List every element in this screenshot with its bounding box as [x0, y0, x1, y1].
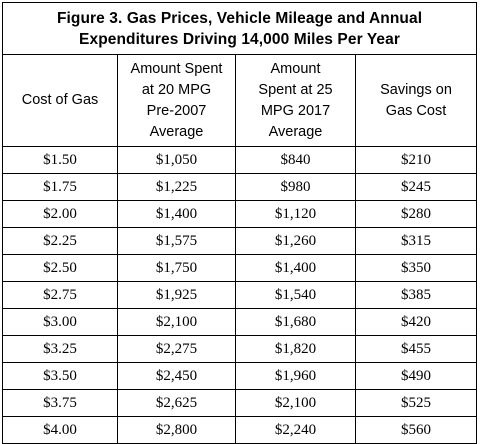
table-title: Figure 3. Gas Prices, Vehicle Mileage an… — [1, 2, 478, 55]
table-title-line-1: Figure 3. Gas Prices, Vehicle Mileage an… — [56, 9, 423, 27]
amount-20-mpg-cell: $2,100 — [117, 308, 236, 336]
table-row: $3.25 $2,275 $1,820 $455 — [2, 335, 478, 363]
amount-25-mpg-cell: $840 — [235, 146, 356, 174]
header-pre2007-line-3: Pre-2007 — [146, 102, 207, 119]
amount-20-mpg-cell: $1,225 — [117, 173, 236, 201]
header-savings: Savings on Gas Cost — [354, 54, 478, 147]
savings-cell: $350 — [354, 254, 478, 282]
table-row: $2.75 $1,925 $1,540 $385 — [2, 281, 478, 309]
header-2017-line-4: Average — [268, 123, 323, 140]
table-row: $3.75 $2,625 $2,100 $525 — [2, 389, 478, 417]
header-savings-line-1: Savings on — [380, 81, 452, 98]
savings-cell: $525 — [354, 389, 478, 417]
table-row: $1.50 $1,050 $840 $210 — [2, 146, 478, 174]
amount-25-mpg-cell: $1,120 — [235, 200, 356, 228]
cost-of-gas-cell: $2.00 — [2, 200, 118, 228]
amount-25-mpg-cell: $1,540 — [235, 281, 356, 309]
header-2017-line-2: Spent at 25 — [258, 81, 333, 98]
cost-of-gas-cell: $3.00 — [2, 308, 118, 336]
cost-of-gas-cell: $1.50 — [2, 146, 118, 174]
cost-of-gas-cell: $2.25 — [2, 227, 118, 255]
header-cost-line-1: Cost of Gas — [21, 92, 99, 108]
amount-25-mpg-cell: $1,820 — [235, 335, 356, 363]
amount-20-mpg-cell: $2,275 — [117, 335, 236, 363]
table-row: $3.50 $2,450 $1,960 $490 — [2, 362, 478, 390]
cost-of-gas-cell: $3.50 — [2, 362, 118, 390]
amount-25-mpg-cell: $1,960 — [235, 362, 356, 390]
header-amount-25-mpg: Amount Spent at 25 MPG 2017 Average — [235, 54, 356, 147]
cost-of-gas-cell: $2.50 — [2, 254, 118, 282]
cost-of-gas-cell: $2.75 — [2, 281, 118, 309]
cost-of-gas-cell: $4.00 — [2, 416, 118, 444]
amount-20-mpg-cell: $1,400 — [117, 200, 236, 228]
amount-25-mpg-cell: $980 — [235, 173, 356, 201]
header-2017-line-1: Amount — [270, 60, 321, 77]
amount-20-mpg-cell: $1,750 — [117, 254, 236, 282]
table-row: $1.75 $1,225 $980 $245 — [2, 173, 478, 201]
cost-of-gas-cell: $3.25 — [2, 335, 118, 363]
header-pre2007-line-4: Average — [149, 123, 204, 140]
amount-20-mpg-cell: $1,925 — [117, 281, 236, 309]
amount-20-mpg-cell: $2,625 — [117, 389, 236, 417]
amount-20-mpg-cell: $2,800 — [117, 416, 236, 444]
savings-cell: $245 — [354, 173, 478, 201]
savings-cell: $210 — [354, 146, 478, 174]
cost-of-gas-cell: $1.75 — [2, 173, 118, 201]
header-pre2007-line-1: Amount Spent — [130, 60, 223, 77]
table-row: $2.25 $1,575 $1,260 $315 — [2, 227, 478, 255]
header-row: Cost of Gas Amount Spent at 20 MPG Pre-2… — [2, 54, 478, 147]
savings-cell: $490 — [354, 362, 478, 390]
cost-of-gas-cell: $3.75 — [2, 389, 118, 417]
amount-20-mpg-cell: $1,050 — [117, 146, 236, 174]
amount-25-mpg-cell: $1,400 — [235, 254, 356, 282]
amount-25-mpg-cell: $1,680 — [235, 308, 356, 336]
header-amount-20-mpg: Amount Spent at 20 MPG Pre-2007 Average — [117, 54, 236, 147]
table-row: $4.00 $2,800 $2,240 $560 — [2, 416, 478, 444]
header-2017-line-3: MPG 2017 — [260, 102, 331, 119]
header-pre2007-line-2: at 20 MPG — [141, 81, 212, 98]
amount-25-mpg-cell: $2,240 — [235, 416, 356, 444]
savings-cell: $420 — [354, 308, 478, 336]
savings-cell: $385 — [354, 281, 478, 309]
amount-25-mpg-cell: $1,260 — [235, 227, 356, 255]
savings-cell: $560 — [354, 416, 478, 444]
savings-cell: $315 — [354, 227, 478, 255]
table-row: $2.00 $1,400 $1,120 $280 — [2, 200, 478, 228]
table-body: $1.50 $1,050 $840 $210 $1.75 $1,225 $980 $245 $2… — [2, 146, 478, 444]
title-row: Figure 3. Gas Prices, Vehicle Mileage an… — [1, 2, 478, 55]
header-savings-line-2: Gas Cost — [385, 102, 447, 119]
amount-20-mpg-cell: $2,450 — [117, 362, 236, 390]
savings-cell: $280 — [354, 200, 478, 228]
savings-cell: $455 — [354, 335, 478, 363]
amount-20-mpg-cell: $1,575 — [117, 227, 236, 255]
amount-25-mpg-cell: $2,100 — [235, 389, 356, 417]
table-title-line-2: Expenditures Driving 14,000 Miles Per Ye… — [79, 30, 400, 48]
header-cost-of-gas: Cost of Gas — [2, 54, 118, 147]
table-row: $2.50 $1,750 $1,400 $350 — [2, 254, 478, 282]
table-row: $3.00 $2,100 $1,680 $420 — [2, 308, 478, 336]
